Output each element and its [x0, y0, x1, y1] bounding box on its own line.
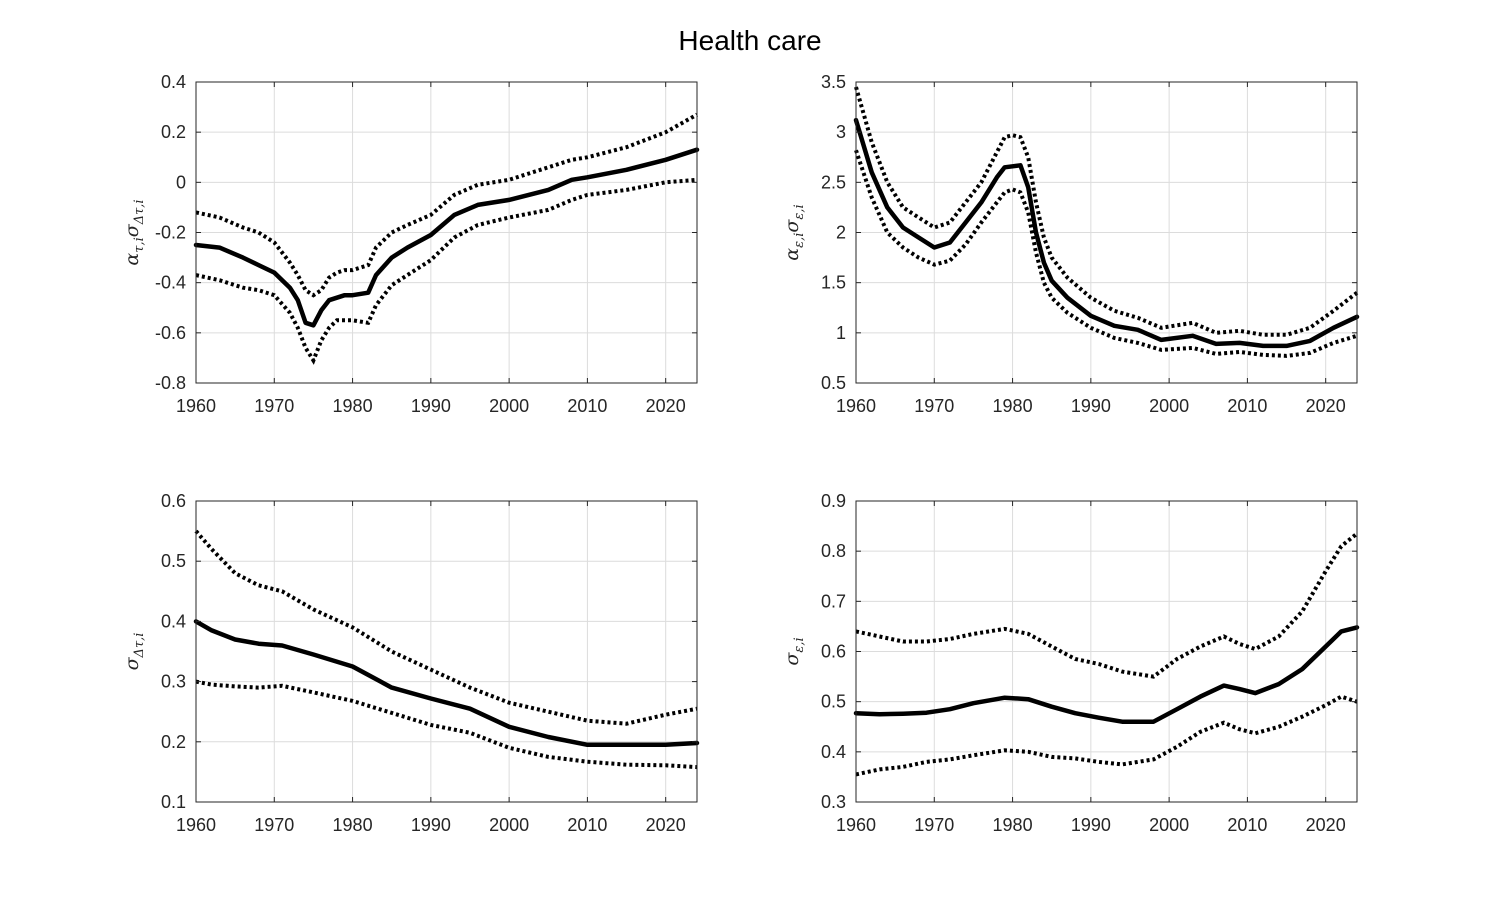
x-tick-label: 2010: [567, 396, 607, 416]
x-tick-label: 1990: [411, 815, 451, 835]
y-tick-label: 0.4: [821, 742, 846, 762]
x-tick-label: 1980: [993, 396, 1033, 416]
y-axis-label-symbol: α: [121, 253, 143, 266]
y-tick-label: 0.3: [821, 792, 846, 812]
figure-title: Health care: [678, 25, 821, 56]
x-tick-label: 1960: [176, 815, 216, 835]
series-line-lower-band: [195, 679, 698, 770]
y-tick-label: 1.5: [821, 273, 846, 293]
x-tick-label: 1960: [176, 396, 216, 416]
y-axis-label: αε,iσε,i: [781, 204, 807, 260]
y-tick-label: 3.5: [821, 72, 846, 92]
y-tick-label: 0.6: [821, 642, 846, 662]
x-tick-label: 2010: [1227, 396, 1267, 416]
y-tick-label: 0.3: [161, 672, 186, 692]
y-tick-label: 1: [836, 323, 846, 343]
axes-frame: [195, 500, 698, 803]
y-axis-label-subscript: Δτ,i: [132, 633, 147, 659]
series-line-upper-band: [854, 86, 1359, 337]
y-tick-label: 0.8: [821, 541, 846, 561]
x-tick-label: 2000: [1149, 396, 1189, 416]
series-line-estimate: [853, 625, 1360, 724]
series-line-estimate: [193, 147, 700, 328]
series-line-upper-band: [195, 112, 698, 298]
x-tick-label: 1970: [914, 815, 954, 835]
x-tick-label: 2020: [646, 396, 686, 416]
x-tick-label: 2000: [489, 815, 529, 835]
x-tick-label: 1980: [993, 815, 1033, 835]
y-tick-label: 0: [176, 172, 186, 192]
x-tick-label: 1990: [1071, 396, 1111, 416]
y-axis-label-subscript: ε,i: [792, 204, 807, 219]
y-tick-label: 0.9: [821, 491, 846, 511]
x-tick-label: 1960: [836, 396, 876, 416]
y-tick-label: 0.2: [161, 122, 186, 142]
series-line-lower-band: [855, 694, 1358, 777]
y-tick-label: 2: [836, 223, 846, 243]
x-tick-label: 2020: [1306, 396, 1346, 416]
x-tick-label: 2010: [1227, 815, 1267, 835]
x-tick-label: 1990: [1071, 815, 1111, 835]
y-tick-label: 3: [836, 122, 846, 142]
y-tick-label: 0.7: [821, 591, 846, 611]
y-axis-label: σε,i: [781, 637, 807, 665]
x-tick-label: 2020: [1306, 815, 1346, 835]
x-tick-label: 2010: [567, 815, 607, 835]
y-tick-label: 0.5: [161, 551, 186, 571]
y-axis-label: σΔτ,i: [121, 633, 147, 671]
y-axis-label-symbol: σ: [121, 656, 143, 670]
x-tick-label: 1970: [254, 396, 294, 416]
series-line-upper-band: [855, 532, 1359, 679]
y-axis-label-symbol: σ: [781, 652, 803, 666]
y-axis-label-subscript: ε,i: [792, 233, 807, 248]
x-tick-label: 1980: [333, 815, 373, 835]
x-tick-label: 1970: [914, 396, 954, 416]
y-tick-label: 2.5: [821, 172, 846, 192]
y-tick-label: -0.4: [155, 273, 186, 293]
x-tick-label: 2020: [646, 815, 686, 835]
y-tick-label: 0.5: [821, 373, 846, 393]
panel-bottom-left: 1960 1970 1980 1990 2000 2010 2020 0.1 0.2 0.3 0.4…: [121, 491, 700, 835]
y-axis-label-symbol: σ: [781, 219, 803, 233]
y-tick-label: 0.4: [161, 72, 186, 92]
series-line-estimate: [193, 619, 700, 748]
y-tick-label: 0.4: [161, 611, 186, 631]
x-tick-label: 1970: [254, 815, 294, 835]
panel-top-left: 1960 1970 1980 1990 2000 2010 2020 -0.8 -0.6 -0.4…: [121, 72, 700, 416]
y-axis-label-subscript: Δτ,i: [132, 199, 147, 225]
y-tick-label: -0.6: [155, 323, 186, 343]
x-tick-label: 1960: [836, 815, 876, 835]
y-tick-label: 0.5: [821, 692, 846, 712]
y-tick-label: -0.2: [155, 223, 186, 243]
y-axis-label-subscript: τ,i: [132, 237, 147, 252]
x-tick-label: 1980: [333, 396, 373, 416]
series-line-lower-band: [854, 149, 1358, 358]
y-tick-label: 0.2: [161, 732, 186, 752]
series-line-lower-band: [195, 177, 698, 365]
y-axis-label-symbol: σ: [121, 223, 143, 237]
y-tick-label: 0.6: [161, 491, 186, 511]
x-tick-label: 2000: [1149, 815, 1189, 835]
y-axis-label: ατ,iσΔτ,i: [121, 199, 147, 265]
x-tick-label: 1990: [411, 396, 451, 416]
y-axis-label-symbol: α: [781, 248, 803, 261]
series-line-upper-band: [194, 529, 698, 726]
panel-top-right: 1960 1970 1980 1990 2000 2010 2020 0.5 1 1.5 2 2.5 3…: [781, 72, 1360, 416]
series-line-estimate: [853, 117, 1360, 349]
panel-bottom-right: 1960 1970 1980 1990 2000 2010 2020 0.3 0.4 0.5 0.6…: [781, 491, 1360, 835]
plot-background: [196, 501, 697, 802]
x-tick-label: 2000: [489, 396, 529, 416]
y-tick-label: 0.1: [161, 792, 186, 812]
y-tick-label: -0.8: [155, 373, 186, 393]
y-axis-label-subscript: ε,i: [792, 637, 807, 652]
